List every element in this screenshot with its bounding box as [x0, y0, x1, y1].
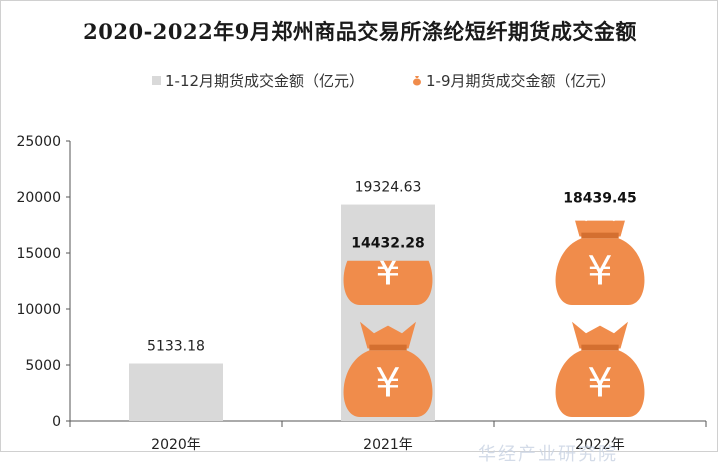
y-tick-label: 20000 [16, 190, 61, 206]
money-bag-icon: ¥ [555, 220, 645, 305]
y-tick-label: 10000 [16, 302, 61, 318]
legend-item-1-9: 1-9月期货成交金额（亿元） [412, 70, 616, 91]
money-bag-icon [412, 72, 422, 90]
money-bag-icon: ¥ [343, 248, 433, 305]
x-tick-label: 2020年 [151, 437, 201, 453]
svg-text:¥: ¥ [375, 248, 400, 294]
svg-text:¥: ¥ [375, 360, 400, 406]
x-tick-label: 2022年 [575, 437, 625, 453]
data-label-1-9: 18439.45 [563, 190, 637, 206]
watermark: 华经产业研究院 [478, 444, 618, 465]
money-bag-icon: ¥ [555, 321, 645, 417]
y-tick-label: 0 [52, 414, 61, 430]
y-tick-label: 25000 [16, 134, 61, 150]
legend-item-1-12: 1-12月期货成交金额（亿元） [152, 70, 364, 91]
svg-text:¥: ¥ [587, 248, 612, 294]
legend-swatch-grey [152, 76, 161, 85]
data-label-1-12: 19324.63 [355, 180, 422, 196]
svg-text:¥: ¥ [587, 360, 612, 406]
data-label-1-12: 5133.18 [147, 339, 205, 355]
y-tick-label: 5000 [25, 358, 61, 374]
data-label-1-9: 14432.28 [351, 235, 425, 251]
legend-label-1-12: 1-12月期货成交金额（亿元） [165, 72, 365, 90]
legend: 1-12月期货成交金额（亿元） 1-9月期货成交金额（亿元） [0, 70, 720, 92]
x-tick-label: 2021年 [363, 437, 413, 453]
chart-title: 2020-2022年9月郑州商品交易所涤纶短纤期货成交金额 [83, 19, 637, 44]
money-bag-icon: ¥ [343, 321, 433, 417]
bar-1-12 [129, 363, 223, 421]
legend-label-1-9: 1-9月期货成交金额（亿元） [426, 72, 616, 90]
y-tick-label: 15000 [16, 246, 61, 262]
chart-plot: 0 5000 10000 15000 20000 25000 2020年 2021年 2022年… [16, 134, 707, 453]
